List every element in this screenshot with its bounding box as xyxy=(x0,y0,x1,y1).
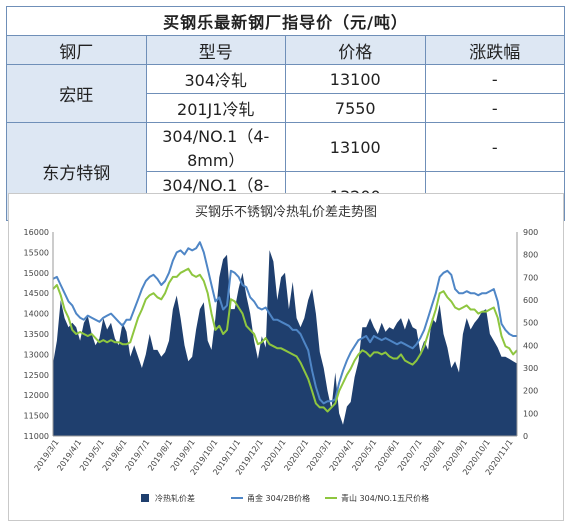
price-table: 买钢乐最新钢厂指导价（元/吨） 钢厂 型号 价格 涨跌幅 宏旺 304冷轧 13… xyxy=(6,6,565,221)
chart-panel: 买钢乐不锈钢冷热轧价差走势图 11000 11500 12000 12500 13000… xyxy=(8,193,564,521)
chart-title: 买钢乐不锈钢冷热轧价差走势图 xyxy=(195,204,377,220)
y-left-tick-label: 15000 xyxy=(24,269,49,278)
change-cell: - xyxy=(424,64,565,94)
legend-swatch-area xyxy=(141,494,149,502)
qingshan-price-line xyxy=(52,267,518,413)
model-cell: 201J1冷轧 xyxy=(145,93,286,123)
y-right-tick-label: 900 xyxy=(523,228,538,237)
y-right-tick-label: 600 xyxy=(523,296,538,305)
price-cell: 13100 xyxy=(285,64,426,94)
price-cell: 13100 xyxy=(285,122,426,172)
y-left-tick-label: 13500 xyxy=(24,330,49,339)
y-right-tick-label: 400 xyxy=(523,341,538,350)
y-left-tick-label: 11500 xyxy=(24,412,49,421)
y-right-tick-label: 200 xyxy=(523,387,538,396)
y-left-tick-label: 16000 xyxy=(24,228,49,237)
model-cell: 304冷轧 xyxy=(145,64,286,94)
legend-label: 甬金 304/2B价格 xyxy=(247,493,310,503)
y-left-tick-label: 14500 xyxy=(24,289,49,298)
table-row: 201J1冷轧 7550 - xyxy=(7,93,565,123)
y-left-tick-label: 12500 xyxy=(24,371,49,380)
price-cell: 7550 xyxy=(285,93,426,123)
header-mill: 钢厂 xyxy=(6,35,147,65)
change-cell: - xyxy=(424,122,565,172)
y-left-tick-label: 13000 xyxy=(24,350,49,359)
legend-label: 冷热轧价差 xyxy=(155,493,195,503)
y-left-tick-label: 14000 xyxy=(24,310,49,319)
y-right-tick-label: 700 xyxy=(523,273,538,282)
header-change: 涨跌幅 xyxy=(424,35,565,65)
table-title: 买钢乐最新钢厂指导价（元/吨） xyxy=(6,6,565,36)
y-right-tick-label: 500 xyxy=(523,319,538,328)
y-right-tick-label: 0 xyxy=(523,432,528,441)
table-row: 东方特钢 304/NO.1（4-8mm） 13100 - xyxy=(6,122,565,221)
legend-label: 青山 304/NO.1五尺价格 xyxy=(341,493,429,503)
table-row: 宏旺 304冷轧 13100 - xyxy=(6,64,565,123)
header-model: 型号 xyxy=(145,35,286,65)
spread-area-series xyxy=(53,250,517,436)
y-left-tick-label: 15500 xyxy=(24,248,49,257)
price-spread-chart: 买钢乐不锈钢冷热轧价差走势图 11000 11500 12000 12500 13000… xyxy=(24,204,539,503)
change-cell: - xyxy=(424,93,565,123)
yongjin-price-line xyxy=(52,241,517,405)
y-right-tick-label: 800 xyxy=(523,251,538,260)
y-left-tick-label: 11000 xyxy=(24,432,49,441)
y-right-tick-label: 100 xyxy=(523,409,538,418)
model-cell: 304/NO.1（4-8mm） xyxy=(145,122,286,172)
y-right-tick-label: 300 xyxy=(523,364,538,373)
header-price: 价格 xyxy=(285,35,426,65)
y-left-tick-label: 12000 xyxy=(24,391,49,400)
mill-cell: 宏旺 xyxy=(6,64,147,123)
